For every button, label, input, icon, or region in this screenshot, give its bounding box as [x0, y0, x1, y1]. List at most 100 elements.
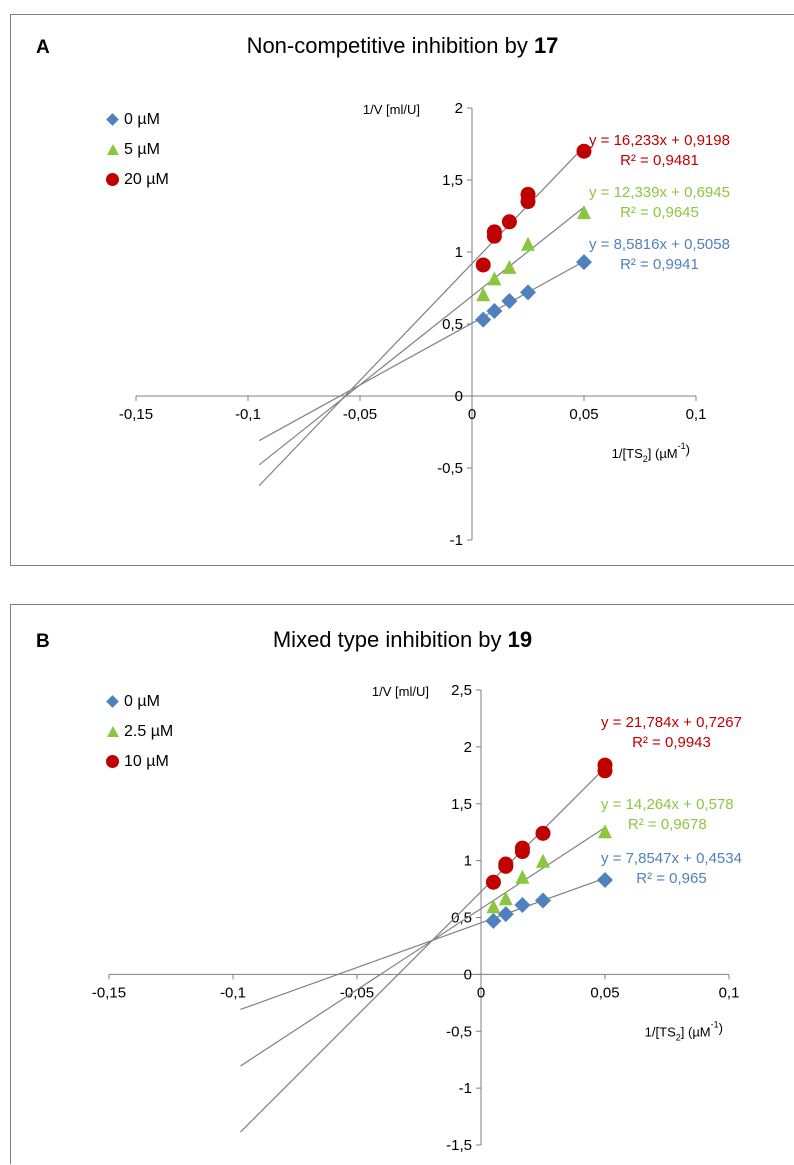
x-tick-label: -0,1 [235, 406, 261, 423]
diamond-marker-icon [106, 113, 120, 127]
data-point-diamond [514, 896, 531, 913]
r-squared-text: R² = 0,965 [636, 870, 707, 887]
x-axis-label-part: 1/[TS [645, 1024, 676, 1039]
y-tick-label: 1,5 [442, 172, 463, 189]
x-axis-label-part: -1 [678, 441, 686, 451]
x-axis-label-part: ) [686, 442, 690, 457]
x-axis-label-part: 2 [676, 1032, 681, 1042]
x-axis-label-part: ) [719, 1020, 723, 1035]
x-axis-label-part: 1/[TS [612, 446, 643, 461]
data-point-triangle [515, 869, 530, 884]
legend-item: 0 µM [106, 687, 173, 717]
y-tick-label: 1 [455, 244, 463, 261]
y-tick-label: 0 [464, 966, 472, 983]
y-tick-label: 0 [455, 388, 463, 405]
data-point-diamond [597, 871, 613, 888]
data-point-diamond [576, 254, 592, 271]
chart-title: Mixed type inhibition by 19 [11, 627, 794, 653]
data-point-triangle [598, 824, 612, 839]
y-tick-label: 1 [464, 853, 472, 870]
x-axis-label: 1/[TS2] (µM-1) [645, 1019, 723, 1042]
chart-plot: -0,15 -0,1 -0,05 0 0,05 0,1 -1,5 -1 -0,5 0 0,5 1 1,5… [92, 682, 740, 1154]
y-tick-label: -0,5 [437, 460, 463, 477]
data-point-triangle [577, 205, 591, 220]
equation-text: y = 7,8547x + 0,4534 [601, 850, 742, 867]
r-squared-text: R² = 0,9481 [620, 152, 699, 169]
r-squared-text: R² = 0,9941 [620, 256, 699, 273]
data-point-triangle [502, 259, 517, 274]
legend-item: 2.5 µM [106, 717, 173, 747]
x-tick-label: -0,1 [220, 984, 246, 1001]
equation-text: y = 12,339x + 0,6945 [589, 184, 730, 201]
equation-text: y = 8,5816x + 0,5058 [589, 236, 730, 253]
data-point-diamond [475, 311, 492, 328]
chart-title-text: Mixed type inhibition by [272, 627, 508, 652]
chart-title-text: Non-competitive inhibition by [246, 33, 534, 58]
equation-label: y = 21,784x + 0,7267 R² = 0,9943 [601, 713, 742, 753]
equation-text: y = 21,784x + 0,7267 [601, 714, 742, 731]
equation-label: y = 16,233x + 0,9198 R² = 0,9481 [589, 131, 730, 171]
x-tick-label: -0,15 [92, 984, 126, 1001]
data-point-diamond [501, 292, 518, 309]
data-point-diamond [485, 912, 502, 929]
x-axis-label: 1/[TS2] (µM-1) [612, 441, 690, 464]
triangle-marker-icon [106, 725, 120, 739]
panel-letter: A [36, 37, 50, 58]
data-point-circle [535, 825, 551, 841]
trend-line [258, 206, 585, 466]
y-tick-label: -0,5 [446, 1023, 472, 1040]
data-point-diamond [520, 284, 536, 301]
data-point-diamond [486, 303, 503, 320]
y-axis-label: 1/V [ml/U] [372, 684, 429, 699]
legend: 0 µM 2.5 µM 10 µM [106, 687, 173, 777]
r-squared-text: R² = 0,9678 [627, 816, 707, 833]
x-tick-label: 0,05 [569, 406, 598, 423]
data-point-circle [597, 757, 613, 773]
legend-label: 0 µM [124, 693, 160, 710]
equation-label: y = 14,264x + 0,578 R² = 0,9678 [601, 795, 734, 835]
compound-number: 17 [533, 33, 559, 58]
compound-number: 19 [507, 627, 533, 652]
data-point-circle [486, 224, 502, 240]
legend-item: 0 µM [106, 105, 169, 135]
trend-line [258, 260, 585, 442]
diamond-marker-icon [106, 695, 120, 709]
data-point-circle [501, 214, 517, 230]
legend-label: 10 µM [124, 753, 169, 770]
data-point-triangle [498, 891, 513, 906]
y-tick-label: 0,5 [442, 316, 463, 333]
data-point-triangle [521, 236, 535, 251]
y-tick-label: 2 [464, 739, 472, 756]
data-point-triangle [486, 899, 501, 914]
x-tick-label: 0 [468, 406, 476, 423]
r-squared-text: R² = 0,9645 [620, 204, 699, 221]
x-tick-label: 0 [477, 984, 485, 1001]
y-axis-label: 1/V [ml/U] [363, 102, 420, 117]
x-axis-label-part: ] (µM [648, 446, 678, 461]
data-point-triangle [536, 853, 550, 868]
triangle-marker-icon [106, 143, 120, 157]
data-point-circle [514, 840, 530, 856]
data-point-triangle [487, 271, 502, 286]
x-tick-label: 0,1 [719, 984, 740, 1001]
x-tick-label: -0,05 [340, 984, 374, 1001]
panel-letter: B [36, 631, 50, 652]
legend-label: 5 µM [124, 141, 160, 158]
x-tick-label: 0,05 [590, 984, 619, 1001]
legend-label: 2.5 µM [124, 723, 174, 740]
equation-label: y = 8,5816x + 0,5058 R² = 0,9941 [589, 235, 730, 275]
data-point-triangle [476, 287, 491, 302]
equation-label: y = 7,8547x + 0,4534 R² = 0,965 [601, 849, 742, 889]
circle-marker-icon [106, 173, 120, 187]
trend-line [240, 826, 606, 1067]
x-tick-label: -0,05 [343, 406, 377, 423]
y-tick-label: 2,5 [451, 682, 472, 699]
y-tick-label: 2 [455, 100, 463, 117]
equation-text: y = 16,233x + 0,9198 [589, 132, 730, 149]
trend-line [240, 877, 606, 1011]
data-point-circle [498, 856, 514, 872]
legend-label: 0 µM [124, 111, 160, 128]
equation-label: y = 12,339x + 0,6945 R² = 0,9645 [589, 183, 730, 223]
circle-marker-icon [106, 755, 120, 769]
data-point-circle [475, 257, 491, 273]
